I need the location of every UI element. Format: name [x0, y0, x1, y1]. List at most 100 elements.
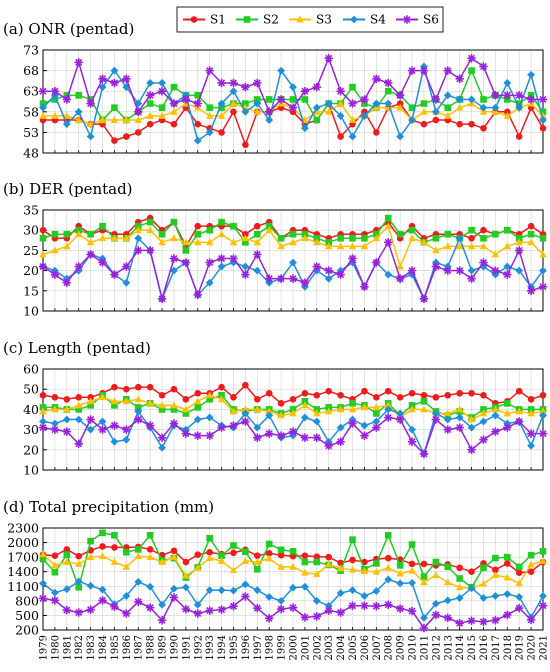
panel-2: (b) DER (pentad) 10 15 20 25 30 35	[3, 180, 548, 319]
data-point-S6-stroke	[241, 271, 249, 279]
data-point-S6	[455, 423, 464, 432]
data-point-S6	[360, 95, 369, 104]
data-point-S3	[122, 116, 131, 123]
data-point-S3	[289, 562, 297, 570]
chart-panels: (a) ONR (pentad) 48 53 58 63 68 73 (b) DER (pen…	[3, 20, 548, 638]
data-point-S3	[277, 242, 285, 250]
x-tick-label: 2013	[443, 635, 454, 660]
data-point-S2	[158, 230, 166, 238]
data-point-S6-stroke	[348, 100, 357, 108]
data-point-S2	[325, 404, 333, 411]
y-tick-label: 10	[23, 304, 39, 319]
data-point-S3	[229, 99, 238, 107]
data-point-S3	[98, 552, 107, 560]
data-point-S6-stroke	[384, 413, 392, 422]
data-point-S1	[146, 546, 154, 553]
x-tick-label: 2016	[479, 635, 490, 660]
data-point-S2	[480, 96, 487, 103]
data-point-S2	[134, 222, 142, 230]
data-point-S3	[503, 112, 511, 119]
data-point-S1	[194, 222, 202, 230]
data-point-S2	[146, 100, 154, 107]
data-point-S1	[194, 389, 202, 397]
data-point-S6	[229, 78, 238, 88]
data-point-S1	[468, 568, 475, 576]
data-point-S6-stroke	[253, 250, 261, 258]
data-point-S2	[301, 398, 309, 405]
data-point-S6-stroke	[468, 446, 476, 454]
data-point-S6-stroke	[408, 267, 416, 275]
data-point-S1	[515, 133, 523, 140]
data-point-S2	[265, 540, 273, 548]
data-point-S4	[253, 423, 262, 432]
data-point-S6-stroke	[122, 75, 130, 83]
data-point-S3	[384, 563, 392, 571]
data-point-S3	[515, 238, 523, 246]
data-point-S6	[288, 603, 298, 612]
data-point-S2	[194, 404, 202, 411]
series-S4	[39, 62, 547, 145]
data-point-S6-stroke	[408, 438, 416, 446]
data-point-S4	[431, 107, 440, 116]
data-point-S2	[373, 410, 380, 417]
data-point-S6	[467, 274, 476, 283]
data-point-S6	[526, 429, 536, 438]
data-point-S1	[242, 141, 249, 149]
data-point-S6	[169, 593, 179, 602]
series-S6	[38, 54, 548, 116]
data-point-S4	[372, 587, 381, 596]
data-point-S2	[480, 406, 487, 413]
y-tick-label: 25	[23, 243, 39, 258]
data-point-S1	[503, 108, 511, 116]
data-point-S3	[110, 558, 119, 565]
data-point-S4	[431, 409, 440, 418]
data-point-S6-stroke	[265, 275, 273, 283]
data-point-S3	[420, 238, 428, 246]
x-tick-label: 1991	[181, 635, 192, 660]
data-point-S4	[205, 586, 214, 595]
data-point-S3	[217, 395, 226, 403]
data-point-S1	[313, 391, 321, 399]
data-point-S6	[169, 419, 179, 428]
data-point-S6	[50, 270, 60, 279]
data-point-S4	[455, 234, 464, 243]
data-point-S6-stroke	[98, 426, 107, 434]
data-point-S1	[539, 391, 547, 399]
data-point-S6	[419, 294, 429, 304]
data-point-S4	[515, 103, 524, 112]
data-point-S2	[527, 230, 535, 238]
data-point-S2	[349, 234, 356, 242]
data-point-S6	[360, 282, 369, 291]
data-point-S6	[38, 423, 48, 432]
data-point-S6-stroke	[384, 601, 392, 609]
data-point-S4	[539, 592, 547, 600]
data-point-S2	[39, 234, 47, 242]
data-point-S6-stroke	[87, 100, 95, 108]
data-point-S2	[51, 568, 59, 576]
data-point-S6-stroke	[182, 95, 190, 103]
data-point-S6-stroke	[420, 450, 428, 458]
data-point-S6-stroke	[479, 618, 488, 626]
data-point-S4	[348, 132, 357, 141]
data-point-S3	[289, 409, 297, 417]
data-point-S3	[146, 226, 154, 234]
x-tick-label: 2019	[515, 635, 526, 660]
data-point-S3	[372, 234, 381, 242]
data-point-S4	[51, 588, 59, 597]
data-point-S1	[480, 391, 487, 399]
data-point-S3	[491, 250, 500, 258]
data-point-S6	[193, 290, 202, 300]
data-point-S6-stroke	[479, 436, 488, 444]
data-point-S4	[39, 579, 47, 588]
legend-marker-S4	[350, 15, 358, 24]
x-tick-label: 1984	[98, 635, 109, 660]
data-point-S3	[253, 558, 261, 565]
data-point-S4	[336, 112, 345, 120]
y-tick-label: 50	[23, 382, 39, 397]
data-point-S3	[432, 571, 440, 579]
data-point-S1	[39, 226, 47, 234]
data-point-S6	[110, 78, 119, 88]
data-point-S4	[122, 592, 131, 600]
data-point-S4	[384, 99, 393, 108]
data-point-S6-stroke	[301, 613, 309, 621]
